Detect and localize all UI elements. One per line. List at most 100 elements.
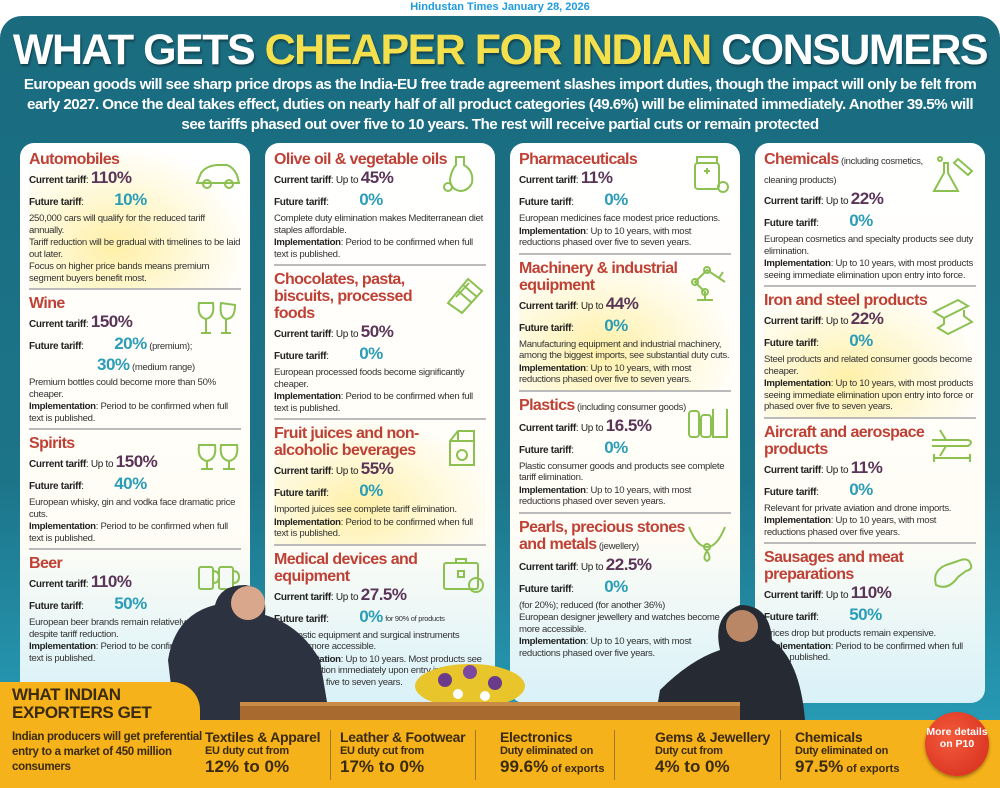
category-note: European cosmetics and specialty product… <box>764 234 973 257</box>
current-tariff-row: Current tariff: Up to 50% <box>274 322 394 341</box>
future-tariff-label: Future tariff <box>764 338 817 349</box>
exporter-duty-line: EU duty cut from <box>340 745 424 757</box>
implementation-text: Implementation: Period to be confirmed w… <box>274 391 473 414</box>
up-to-label: Up to <box>825 316 851 327</box>
category-item: Aircraft and aerospace products Current t… <box>764 422 976 544</box>
more-details-badge[interactable]: More details on P10 <box>925 712 989 776</box>
up-to-label: Up to <box>825 590 851 601</box>
category-note: Complete duty elimination makes Mediterr… <box>274 213 483 236</box>
category-column: Automobiles Current tariff: 110% Future ta… <box>20 143 250 703</box>
exporters-description: Indian producers will get preferential e… <box>12 731 202 773</box>
implementation-value: Up to 10 years, with most products seein… <box>764 258 973 281</box>
category-item: Pearls, precious stones and metals (jewe… <box>519 517 731 664</box>
exporter-sector: Chemicals <box>795 729 863 745</box>
current-tariff-row: Current tariff: Up to 11% <box>764 457 883 477</box>
future-tariff-value: 0% <box>359 190 383 209</box>
exporter-duty-line: Duty eliminated on <box>500 745 593 757</box>
category-title: Pharmaceuticals <box>519 151 694 168</box>
exporter-value: 4% to 0% <box>655 757 730 776</box>
category-note: Diagnostic equipment and surgical instru… <box>274 629 460 653</box>
exporter-value: 97.5% <box>795 757 844 776</box>
implementation-text: Implementation: Up to 10 years, with mos… <box>519 362 692 386</box>
future-tariff-value: 50% <box>849 605 882 624</box>
plane-wrench-icon <box>932 428 972 462</box>
exporter-value-suffix: of exports <box>843 763 900 775</box>
category-name: Medical devices and equipment <box>274 550 418 585</box>
current-tariff-label: Current tariff <box>519 561 576 573</box>
future-tariff-value: 20% <box>114 334 147 353</box>
implementation-text: Implementation: Period to be confirmed w… <box>764 640 963 664</box>
up-to-label: Up to <box>90 459 116 470</box>
current-tariff-label: Current tariff <box>274 175 331 186</box>
implementation-text: Implementation: Period to be confirmed w… <box>274 237 473 260</box>
future-tariff-value: 0% <box>604 315 628 335</box>
title-part2: CONSUMERS <box>710 26 989 74</box>
current-tariff-value: 11% <box>850 457 883 477</box>
current-tariff-row: Current tariff: 110% <box>29 168 132 187</box>
implementation-label: Implementation <box>274 391 341 402</box>
category-note: European beer brands remain relatively e… <box>29 617 229 640</box>
category-name: Chocolates, pasta, biscuits, processed f… <box>274 271 413 322</box>
category-note: European processed foods become signific… <box>274 367 465 390</box>
future-tariff-row: Future tariff: 0% <box>764 331 873 350</box>
future-tariff-row: Future tariff: 0% <box>274 481 383 500</box>
future-tariff-row: Future tariff: 40% <box>29 474 147 493</box>
exporter-value: 12% to 0% <box>205 757 290 776</box>
future-tariff-label: Future tariff <box>274 197 327 208</box>
exporter-value-suffix: of exports <box>548 763 605 775</box>
category-item: Chemicals (including cosmetics, cleaning… <box>764 149 976 287</box>
future-tariff-label: Future tariff <box>764 218 817 229</box>
future-tariff-row: Future tariff: 0% <box>519 437 628 457</box>
category-name: Pearls, precious stones and metals <box>519 518 685 553</box>
future-tariff-value: 10% <box>114 190 147 209</box>
current-tariff-value: 110% <box>850 583 892 602</box>
implementation-label: Implementation <box>764 640 831 652</box>
future-tariff-row: Future tariff: 0% for 90% of products <box>274 606 445 626</box>
category-note: 250,000 cars will qualify for the reduce… <box>29 213 205 236</box>
future-tariff-value: 0% <box>359 344 383 363</box>
exporter-duty-line: Duty cut from <box>655 745 723 757</box>
category-name: Machinery & industrial equipment <box>519 259 678 294</box>
category-item: Machinery & industrial equipment Current … <box>519 257 731 392</box>
category-item: Chocolates, pasta, biscuits, processed f… <box>274 269 486 420</box>
category-note: Prices drop but products remain expensiv… <box>764 628 936 639</box>
current-tariff-value: 45% <box>360 168 394 187</box>
future-tariff-label: Future tariff <box>764 612 817 623</box>
up-to-label: Up to <box>335 175 361 186</box>
implementation-text: Implementation: Up to 10 years, with mos… <box>764 258 973 281</box>
exporter-item: Electronics Duty eliminated on 99.6% of ex… <box>500 730 616 780</box>
current-tariff-value: 110% <box>90 168 132 187</box>
category-item: Olive oil & vegetable oils Current tariff… <box>274 149 486 266</box>
implementation-text: Implementation: Period to be confirmed w… <box>274 516 473 540</box>
implementation-value: Period to be confirmed when full text is… <box>29 521 228 544</box>
exporter-duty-value: 12% to 0% <box>205 757 320 777</box>
implementation-value: Up to 10 years, with most reductions pha… <box>519 484 692 508</box>
category-title: Wine <box>29 295 204 312</box>
current-tariff-value: 16.5% <box>605 415 652 435</box>
current-tariff-label: Current tariff <box>764 316 821 327</box>
future-tariff-row: Future tariff: 0% <box>519 576 628 596</box>
source-caption: Hindustan Times January 28, 2026 <box>410 1 590 13</box>
current-tariff-row: Current tariff: Up to 22.5% <box>519 554 652 574</box>
category-name: Wine <box>29 295 65 312</box>
future-tariff-value: 0% <box>849 331 873 350</box>
implementation-value: Up to 10 years, with most reductions pha… <box>519 636 692 659</box>
future-tariff-label: Future tariff <box>29 341 82 352</box>
current-tariff-row: Current tariff: 150% <box>29 312 133 331</box>
category-name: Pharmaceuticals <box>519 151 638 168</box>
future-tariff-value: 0% <box>604 190 628 209</box>
up-to-label: Up to <box>335 591 361 603</box>
category-title: Beer <box>29 555 204 572</box>
future-tariff-note: (premium); <box>149 341 193 352</box>
plastic-bottles-icon <box>688 408 728 438</box>
current-tariff-row: Current tariff: Up to 150% <box>29 452 158 471</box>
future-tariff-label: Future tariff <box>29 601 82 612</box>
exporters-title-line2: EXPORTERS GET <box>12 703 152 722</box>
future-tariff-extra: 30% (medium range) <box>29 356 241 376</box>
implementation-label: Implementation <box>29 521 96 532</box>
future-tariff-value: 0% <box>849 479 873 499</box>
category-column: Chemicals (including cosmetics, cleaning… <box>755 143 985 703</box>
steel-beam-icon <box>931 298 974 336</box>
current-tariff-label: Current tariff <box>519 175 576 186</box>
future-tariff-small-note: for 90% of products <box>385 614 445 624</box>
